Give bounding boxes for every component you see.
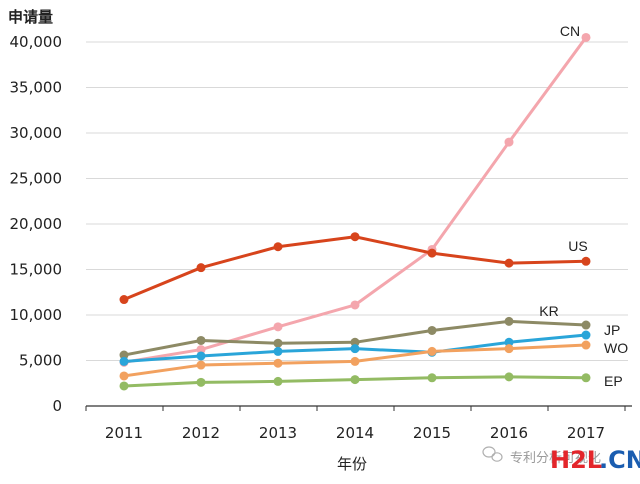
y-tick-label: 10,000 [10,306,63,324]
data-point-jp [119,356,129,366]
data-point-kr [581,320,591,330]
series-label-kr: KR [539,303,558,319]
data-point-us [427,248,437,258]
series-lines [119,32,591,391]
data-point-cn [504,137,514,147]
data-point-wo [427,346,437,356]
x-tick-label: 2013 [259,424,297,442]
data-point-kr [504,316,514,326]
wechat-icon [482,446,503,462]
data-point-kr [196,335,206,345]
y-tick-label: 5,000 [19,352,62,370]
data-point-cn [581,32,591,42]
data-point-wo [119,371,129,381]
data-point-wo [504,344,514,354]
y-tick-label: 20,000 [10,215,63,233]
data-point-us [119,295,129,305]
series-line-us [122,235,588,302]
axes: 0 5,000 10,000 15,000 20,000 25,000 30,000 35,0… [10,33,632,442]
data-point-kr [350,337,360,347]
data-point-us [350,232,360,242]
data-point-wo [581,340,591,350]
data-point-kr [119,350,129,360]
labels: CN US KR JP WO EP [539,23,628,389]
data-point-ep [273,376,283,386]
x-tick-label: 2014 [336,424,374,442]
data-point-ep [119,381,129,391]
series-label-cn: CN [560,23,580,39]
y-tick-label: 25,000 [10,170,63,188]
y-tick-label: 15,000 [10,261,63,279]
x-tick-label: 2012 [182,424,220,442]
series-label-wo: WO [604,340,628,356]
watermark-logo-cn: .CN [599,446,640,474]
data-point-us [504,258,514,268]
watermark: 专利分析可视化 H2L .CN [482,446,640,474]
data-point-cn [196,345,206,355]
data-point-ep [504,372,514,382]
data-point-jp [273,346,283,356]
series-label-jp: JP [604,322,620,338]
x-tick-label: 2015 [413,424,451,442]
data-point-jp [196,351,206,361]
data-point-jp [581,330,591,340]
data-point-us [196,263,206,273]
x-tick-label: 2017 [567,424,605,442]
series-label-ep: EP [604,373,623,389]
data-point-us [273,242,283,252]
y-tick-label: 30,000 [10,124,63,142]
x-axis-title: 年份 [337,455,367,473]
watermark-logo-h2l: H2L [550,446,602,474]
x-tick-label: 2016 [490,424,528,442]
data-point-us [581,256,591,266]
data-point-ep [581,373,591,383]
data-point-ep [427,373,437,383]
data-point-ep [350,375,360,385]
x-tick-label: 2011 [105,424,143,442]
y-tick-label: 40,000 [10,33,63,51]
data-point-wo [273,358,283,368]
y-tick-label: 0 [52,397,62,415]
data-point-cn [350,300,360,310]
series-label-us: US [568,238,587,254]
grid-lines [86,41,628,361]
series-line-cn [122,35,588,364]
data-point-ep [196,377,206,387]
data-point-jp [350,344,360,354]
data-point-kr [273,338,283,348]
data-point-cn [273,322,283,332]
data-point-jp [504,337,514,347]
data-point-wo [196,360,206,370]
y-axis-title: 申请量 [8,8,53,26]
data-point-kr [427,325,437,335]
watermark-text: 专利分析可视化 [510,451,601,466]
data-point-wo [350,356,360,366]
y-tick-label: 35,000 [10,79,63,97]
